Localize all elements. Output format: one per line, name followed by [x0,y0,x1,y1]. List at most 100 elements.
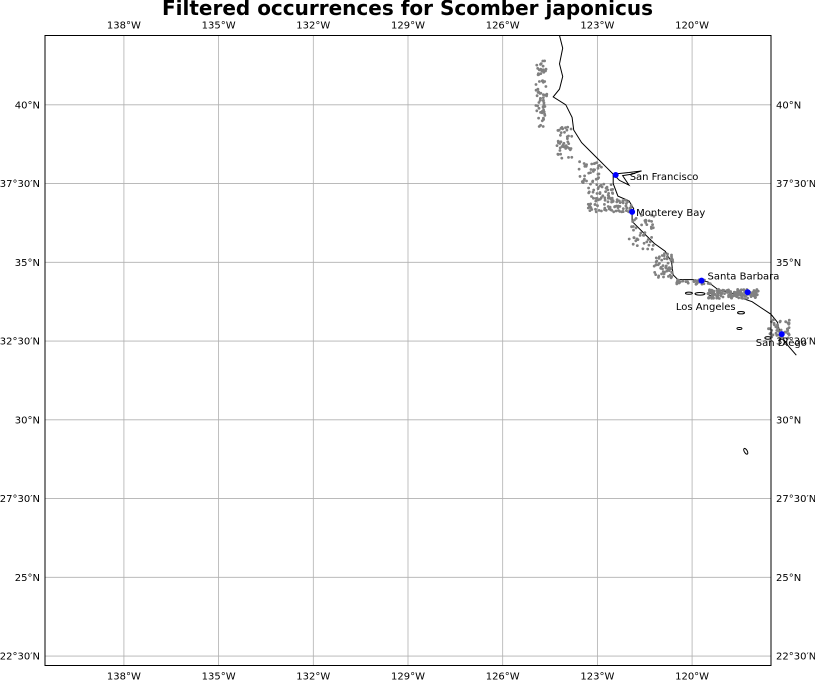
occurrence-point [634,217,638,220]
occurrence-point [537,90,540,94]
lat-tick-label-left: 30°N [15,415,40,426]
occurrence-point [621,210,625,214]
occurrence-point [563,130,566,134]
occurrence-point [729,291,733,294]
occurrence-point [595,183,599,187]
occurrence-point [686,280,689,283]
occurrence-point [541,64,545,68]
occurrence-point [615,198,619,202]
occurrence-point [752,291,755,295]
occurrence-point [541,93,545,96]
occurrence-point [583,174,586,178]
occurrence-point [534,83,538,86]
occurrence-point [601,194,605,198]
occurrence-point [610,208,613,212]
occurrence-point [598,197,602,201]
occurrence-point [653,271,657,274]
occurrence-point [541,106,545,109]
occurrence-point [709,295,713,299]
occurrence-point [734,291,738,295]
occurrence-point [774,331,778,335]
lat-tick-label-left: 25°N [15,573,40,584]
occurrence-point [658,255,661,259]
occurrence-point [589,168,593,171]
occurrence-point [645,223,649,227]
occurrence-point [627,237,631,241]
occurrence-point [537,72,540,75]
occurrence-point [615,200,619,204]
occurrence-point [784,330,788,334]
occurrence-point [670,255,673,259]
occurrence-point [708,282,712,286]
occurrence-point [585,163,588,167]
occurrence-point [543,59,546,63]
occurrence-point [746,296,749,300]
occurrence-point [650,247,654,251]
occurrence-point [578,175,582,178]
occurrence-point [595,192,599,195]
occurrence-point [740,294,743,298]
occurrence-point [586,206,590,210]
occurrence-point [565,128,569,132]
occurrence-point [566,137,569,141]
occurrence-point [559,140,563,144]
island [684,291,693,295]
occurrence-point [534,104,538,107]
occurrence-point [535,109,539,113]
occurrence-point [650,213,653,217]
city-marker [778,331,785,338]
occurrence-point [540,119,544,123]
lon-tick-label-bottom: 132°W [296,672,330,681]
occurrence-point [632,236,636,240]
occurrence-point [559,133,562,137]
occurrence-point [542,116,545,120]
occurrence-point [708,288,711,292]
occurrence-point [634,239,638,243]
occurrence-point [675,282,679,286]
occurrence-point [596,198,600,202]
occurrence-point [539,72,543,75]
occurrence-point [600,185,604,189]
occurrence-point [596,177,600,181]
occurrence-point [786,327,790,331]
lat-tick-label-left: 27°30′N [0,494,40,505]
occurrence-point [610,200,613,204]
lon-tick-label-top: 120°W [675,21,709,32]
occurrence-point [566,125,570,129]
occurrence-point [771,333,775,337]
occurrence-point [570,155,574,159]
occurrence-point [660,258,664,262]
occurrence-point [607,194,611,198]
occurrence-point [625,206,629,210]
occurrence-point [592,188,596,192]
occurrence-point [647,219,651,223]
occurrence-point [559,126,563,130]
occurrence-point [631,225,635,228]
occurrence-point [585,179,588,183]
occurrence-point [755,293,759,297]
island [694,292,706,296]
occurrence-point [536,87,540,91]
city-marker [698,277,705,284]
occurrence-point [581,181,585,185]
occurrence-point [583,164,587,168]
occurrence-point [716,291,719,294]
occurrence-point [720,292,724,296]
occurrence-point [594,161,597,165]
occurrence-point [752,289,756,292]
occurrence-point [582,162,586,165]
lon-tick-label-top: 135°W [202,21,236,32]
occurrence-point [569,127,573,131]
occurrence-point [626,200,630,204]
occurrence-point [663,257,666,260]
occurrence-point [661,264,665,267]
lon-tick-label-bottom: 135°W [202,672,236,681]
occurrence-point [639,231,643,235]
occurrence-point [560,156,564,160]
occurrence-point [710,293,714,297]
occurrence-point [603,203,606,206]
occurrence-point [567,142,571,146]
occurrence-point [587,190,591,194]
occurrence-point [539,62,543,66]
occurrence-point [772,323,776,327]
